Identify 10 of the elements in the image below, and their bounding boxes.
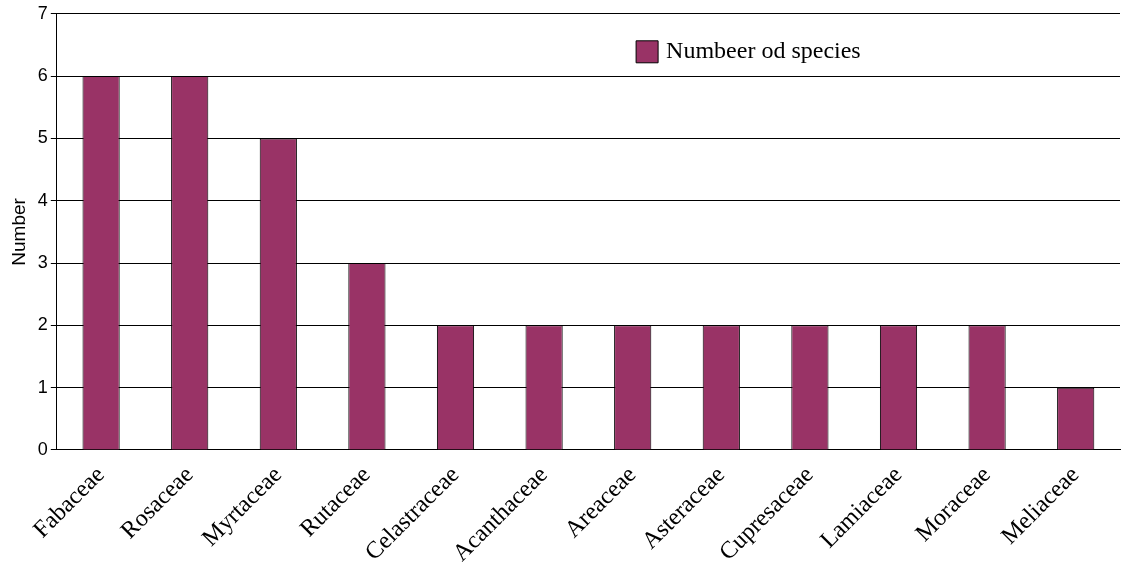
y-tick-label: 4 xyxy=(37,189,48,210)
y-tick-label: 2 xyxy=(37,314,48,335)
y-tick-label: 1 xyxy=(37,376,48,397)
y-tick-label: 0 xyxy=(37,438,48,459)
y-tick-label: 5 xyxy=(37,127,48,148)
y-tick-label: 3 xyxy=(37,252,48,273)
y-axis-title: Number xyxy=(7,197,29,266)
y-tick-label: 6 xyxy=(37,65,48,86)
legend-label: Numbeer od species xyxy=(666,37,861,64)
y-tick-label: 7 xyxy=(37,2,48,23)
